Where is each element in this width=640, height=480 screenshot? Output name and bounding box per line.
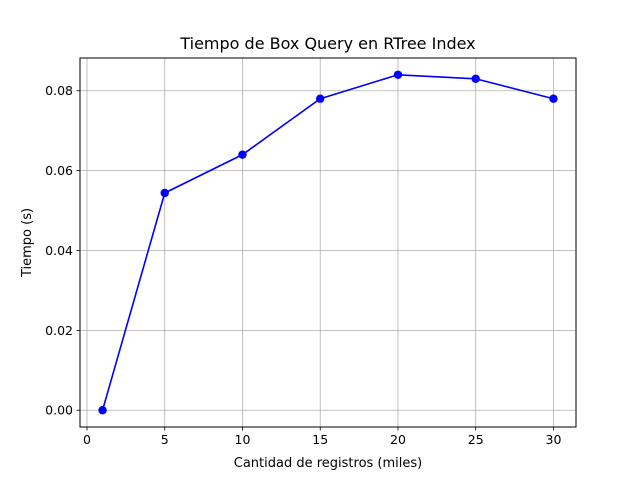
y-tick-label: 0.00 [45, 403, 73, 418]
y-axis-label: Tiempo (s) [20, 208, 35, 278]
x-tick-label: 25 [468, 432, 484, 447]
data-point [160, 188, 169, 198]
y-tick-label: 0.06 [45, 163, 73, 178]
y-tick-label: 0.02 [45, 323, 73, 338]
x-tick-label: 20 [390, 432, 406, 447]
x-tick-label: 15 [312, 432, 328, 447]
plot-area-frame [79, 57, 577, 428]
grid [80, 58, 576, 427]
x-tick-label: 0 [83, 432, 91, 447]
x-axis-label: Cantidad de registros (miles) [234, 456, 423, 471]
axis-ticks: 0 5 10 15 20 25 30 0.00 0.02 0.04 0.06 0.08 [45, 83, 561, 447]
series-line [101, 73, 554, 411]
x-tick-label: 5 [161, 432, 169, 447]
data-point [238, 150, 247, 159]
y-tick-label: 0.04 [45, 243, 73, 258]
data-point [549, 94, 558, 103]
data-point [98, 406, 107, 415]
data-point [393, 70, 403, 79]
data-point [471, 74, 480, 83]
y-tick-label: 0.08 [45, 83, 73, 98]
series-layer [98, 70, 558, 415]
chart-title: Tiempo de Box Query en RTree Index [179, 34, 475, 53]
data-point [316, 94, 325, 103]
x-tick-label: 10 [235, 432, 251, 447]
x-tick-label: 30 [546, 432, 562, 447]
